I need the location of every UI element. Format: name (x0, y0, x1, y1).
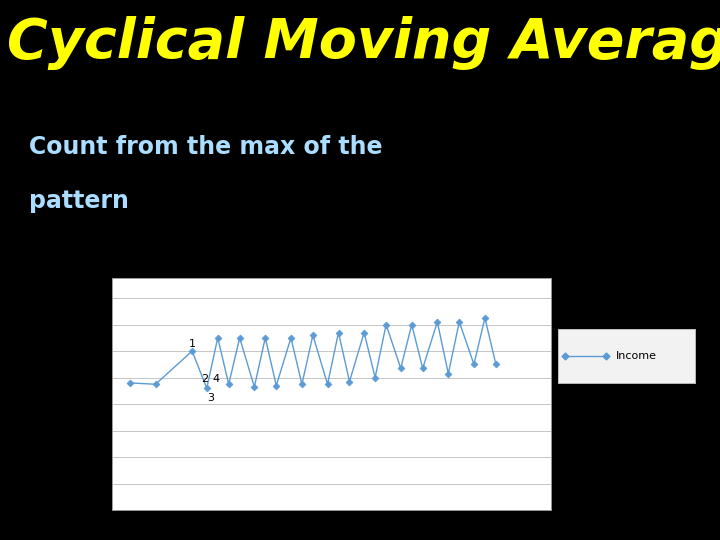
Text: Cyclical Moving Average: Cyclical Moving Average (7, 16, 720, 70)
Text: 1: 1 (189, 340, 196, 349)
Text: Count from the max of the: Count from the max of the (29, 135, 382, 159)
Text: pattern: pattern (29, 189, 129, 213)
Text: 2: 2 (202, 374, 209, 384)
Title: Income: Income (300, 259, 362, 274)
Text: Income: Income (616, 352, 657, 361)
Text: 3: 3 (207, 393, 214, 402)
Text: 4: 4 (212, 374, 220, 384)
